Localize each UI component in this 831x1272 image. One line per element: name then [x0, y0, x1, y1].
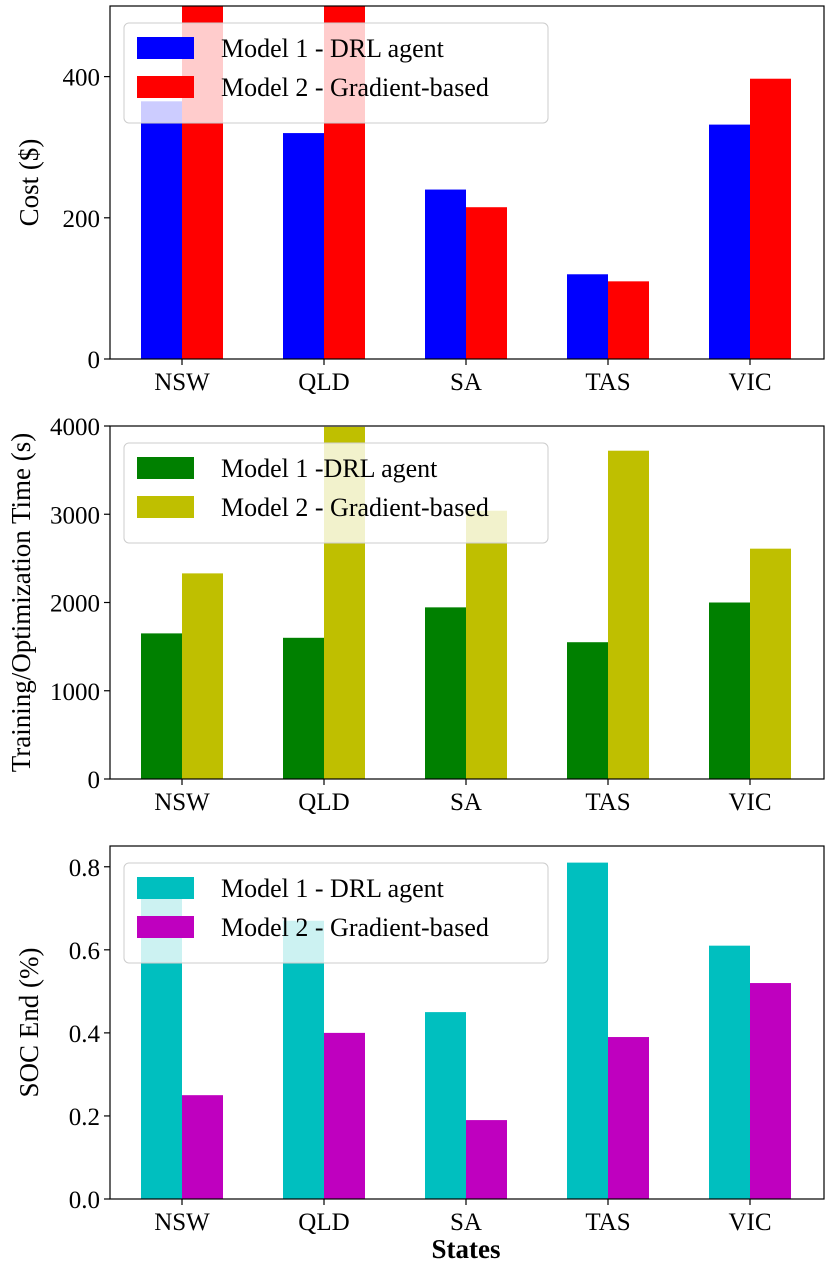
x-tick-label-sa: SA	[450, 369, 482, 396]
bar-nsw-series-1	[141, 633, 182, 779]
y-tick-label: 4000	[50, 414, 100, 441]
x-tick-label-nsw: NSW	[154, 789, 210, 816]
y-tick-label: 0.6	[69, 938, 100, 965]
y-tick-label: 1000	[50, 679, 100, 706]
bar-qld-series-1	[283, 637, 324, 779]
bar-vic-series-2	[750, 983, 791, 1199]
bar-sa-series-2	[466, 510, 507, 779]
y-tick-label: 0.4	[69, 1021, 101, 1048]
bar-sa-series-2	[466, 207, 507, 359]
x-tick-label-qld: QLD	[298, 1209, 349, 1236]
bar-vic-series-2	[750, 78, 791, 359]
y-tick-label: 0.0	[69, 1187, 100, 1214]
shared-x-axis-label: States	[432, 1234, 501, 1264]
bar-vic-series-1	[709, 124, 750, 359]
bar-qld-series-1	[283, 133, 324, 359]
soc-end-chart: 0.0 0.2 0.4 0.6 0.8 NSW QLD SA TAS VIC SOC End (%)…	[14, 845, 825, 1236]
legend-box	[123, 22, 549, 124]
bar-tas-series-2	[608, 1037, 649, 1199]
bar-sa-series-2	[466, 1120, 507, 1199]
bar-vic-series-1	[709, 945, 750, 1199]
y-tick-label: 0.8	[69, 855, 100, 882]
bar-nsw-series-1	[141, 101, 182, 359]
legend-swatch-1	[137, 877, 194, 899]
training-time-chart: 0 1000 2000 3000 4000 NSW QLD SA TAS VIC Training/…	[6, 414, 825, 816]
y-axis-label: Training/Optimization Time (s)	[6, 433, 36, 773]
y-tick-label: 0	[88, 347, 101, 374]
x-tick-label-qld: QLD	[298, 369, 349, 396]
bar-nsw-series-2	[182, 1095, 223, 1199]
x-tick-label-nsw: NSW	[154, 1209, 210, 1236]
y-tick-label: 400	[63, 65, 101, 92]
bar-tas-series-1	[567, 642, 608, 779]
y-tick-label: 0	[88, 767, 101, 794]
legend-label-2: Model 2 - Gradient-based	[221, 493, 489, 522]
bar-qld-series-2	[324, 1032, 365, 1199]
y-tick-label: 3000	[50, 502, 100, 529]
y-tick-label: 200	[63, 206, 101, 233]
cost-chart: 0 200 400 NSW QLD SA TAS VIC Cost ($) Model 1 - D…	[14, 5, 825, 396]
x-tick-label-sa: SA	[450, 789, 482, 816]
x-tick-label-vic: VIC	[728, 1209, 771, 1236]
x-tick-label-vic: VIC	[728, 369, 771, 396]
legend-swatch-1	[137, 457, 194, 479]
y-tick-label: 0.2	[69, 1104, 100, 1131]
bar-qld-series-1	[283, 920, 324, 1199]
bar-tas-series-2	[608, 450, 649, 779]
x-tick-label-sa: SA	[450, 1209, 482, 1236]
x-tick-label-nsw: NSW	[154, 369, 210, 396]
y-axis-label: SOC End (%)	[14, 948, 44, 1098]
legend-box	[123, 862, 549, 964]
x-tick-label-tas: TAS	[585, 369, 630, 396]
legend-label-1: Model 1 - DRL agent	[221, 874, 445, 903]
x-tick-label-qld: QLD	[298, 789, 349, 816]
legend-swatch-2	[137, 916, 194, 938]
bar-tas-series-1	[567, 862, 608, 1199]
legend-label-2: Model 2 - Gradient-based	[221, 73, 489, 102]
plot-frame	[109, 845, 825, 1200]
bar-sa-series-1	[425, 607, 466, 779]
legend-label-1: Model 1 -DRL agent	[221, 454, 438, 483]
legend-swatch-2	[137, 496, 194, 518]
legend-label-2: Model 2 - Gradient-based	[221, 913, 489, 942]
plot-frame	[109, 5, 825, 360]
bar-tas-series-1	[567, 274, 608, 359]
y-axis-label: Cost ($)	[14, 139, 44, 227]
legend-label-1: Model 1 - DRL agent	[221, 34, 445, 63]
bar-sa-series-1	[425, 189, 466, 359]
x-tick-label-tas: TAS	[585, 789, 630, 816]
legend-swatch-1	[137, 37, 194, 59]
x-tick-label-vic: VIC	[728, 789, 771, 816]
bar-tas-series-2	[608, 281, 649, 359]
y-tick-label: 2000	[50, 591, 100, 618]
bar-vic-series-2	[750, 548, 791, 779]
bar-sa-series-1	[425, 1012, 466, 1199]
legend-swatch-2	[137, 76, 194, 98]
bar-nsw-series-2	[182, 573, 223, 779]
legend-box	[123, 442, 549, 544]
x-tick-label-tas: TAS	[585, 1209, 630, 1236]
bar-vic-series-1	[709, 602, 750, 779]
